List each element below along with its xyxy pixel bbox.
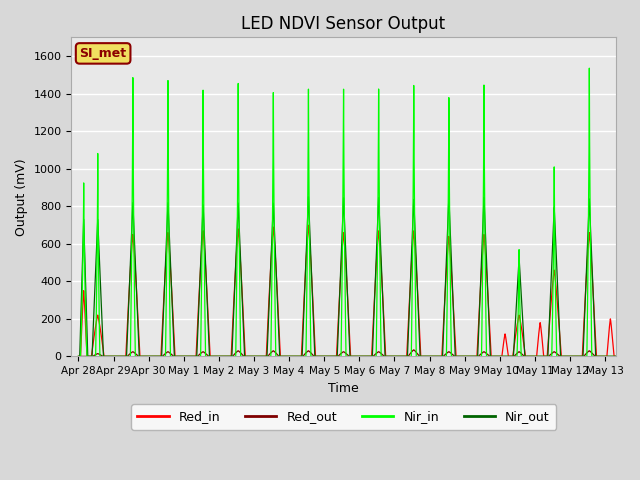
Legend: Red_in, Red_out, Nir_in, Nir_out: Red_in, Red_out, Nir_in, Nir_out bbox=[131, 404, 556, 430]
Title: LED NDVI Sensor Output: LED NDVI Sensor Output bbox=[241, 15, 445, 33]
Text: SI_met: SI_met bbox=[79, 47, 127, 60]
X-axis label: Time: Time bbox=[328, 382, 359, 395]
Y-axis label: Output (mV): Output (mV) bbox=[15, 158, 28, 236]
